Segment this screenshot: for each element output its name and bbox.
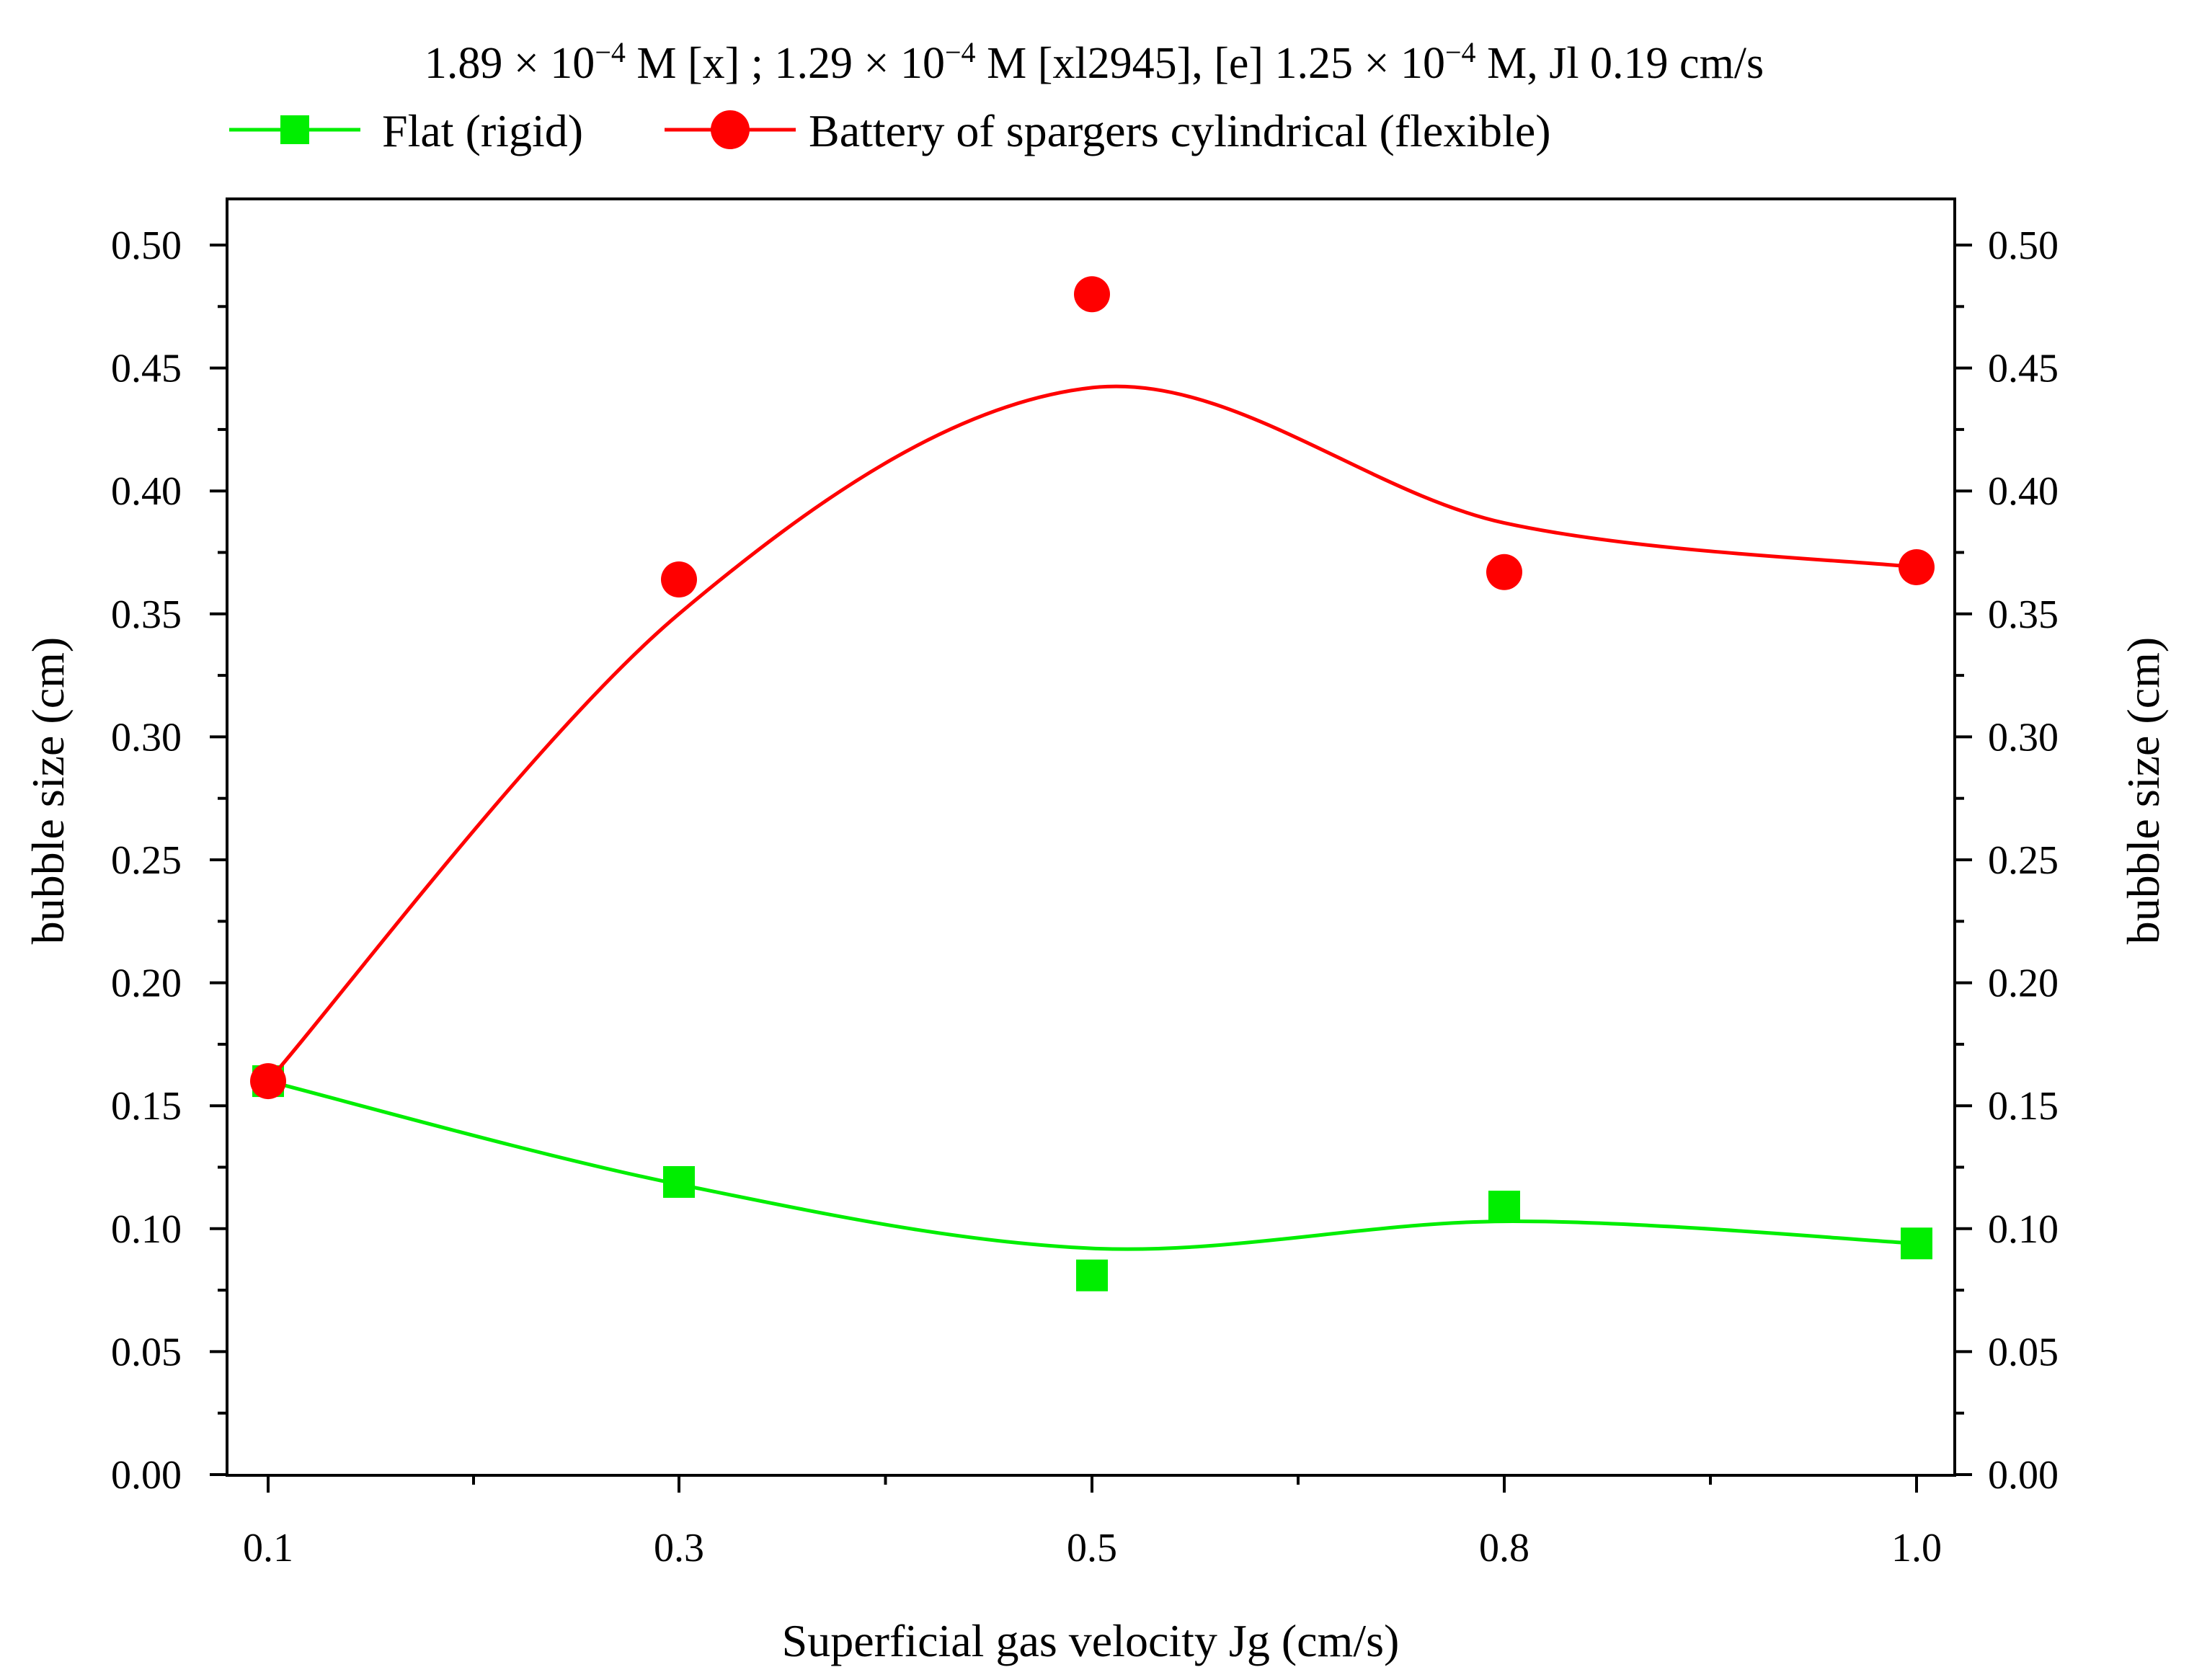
legend-label-flat: Flat (rigid) [382, 105, 583, 156]
point-battery-4 [1899, 548, 1935, 585]
y-tick-label-right-3: 0.15 [1988, 1084, 2059, 1129]
series-flat [252, 1065, 1932, 1292]
y-tick-label-right-6: 0.30 [1988, 715, 2059, 760]
legend-label-battery: Battery of spargers cylindrical (flexibl… [809, 105, 1551, 156]
legend: Flat (rigid) Battery of spargers cylindr… [229, 105, 1551, 156]
y-axis-right: 0.00 0.05 0.10 0.15 0.20 0.25 0.30 0.35 0.40 0.45… [1955, 223, 2059, 1498]
y-tick-label-left-4: 0.20 [111, 961, 182, 1006]
chart-title-part-2: M [x] ; 1.29 × 10 [626, 39, 945, 88]
y-tick-label-left-0: 0.00 [111, 1453, 182, 1498]
series-line-battery [267, 384, 1917, 1083]
y-axis-label-right: bubble size (cm) [2118, 637, 2169, 945]
y-tick-label-right-7: 0.35 [1988, 592, 2059, 637]
series-layer [250, 276, 1935, 1292]
legend-marker-battery [711, 110, 750, 149]
y-tick-label-left-5: 0.25 [111, 838, 182, 883]
y-tick-label-left-6: 0.30 [111, 715, 182, 760]
x-axis-label: Superficial gas velocity Jg (cm/s) [782, 1615, 1400, 1666]
x-tick-label-3: 0.8 [1479, 1526, 1529, 1570]
y-tick-label-right-4: 0.20 [1988, 961, 2059, 1006]
y-tick-label-right-1: 0.05 [1988, 1330, 2059, 1374]
point-battery-3 [1486, 554, 1522, 590]
chart-title-part-5: −4 [1445, 36, 1476, 68]
x-tick-label-2: 0.5 [1067, 1526, 1117, 1570]
y-tick-label-right-5: 0.25 [1988, 838, 2059, 883]
point-battery-0 [250, 1063, 286, 1100]
point-battery-1 [661, 561, 697, 598]
y-tick-label-left-3: 0.15 [111, 1084, 182, 1129]
chart-title: 1.89 × 10−4 M [x] ; 1.29 × 10−4 M [xl294… [425, 36, 1764, 89]
y-axis-label-left: bubble size (cm) [22, 637, 74, 945]
chart-title-part-0: 1.89 × 10 [425, 39, 595, 88]
y-tick-label-right-8: 0.40 [1988, 469, 2059, 514]
y-axis-left: 0.00 0.05 0.10 0.15 0.20 0.25 0.30 0.35 0.40 0.45… [111, 223, 227, 1498]
series-battery [250, 276, 1935, 1100]
y-tick-label-right-2: 0.10 [1988, 1207, 2059, 1252]
x-tick-label-0: 0.1 [243, 1526, 293, 1570]
x-axis: 0.1 0.3 0.5 0.8 1.0 [243, 1475, 1942, 1570]
y-tick-label-right-10: 0.50 [1988, 223, 2059, 268]
chart-title-part-6: M, Jl 0.19 cm/s [1476, 39, 1764, 88]
y-tick-label-left-7: 0.35 [111, 592, 182, 637]
y-tick-label-left-1: 0.05 [111, 1330, 182, 1374]
chart-title-part-4: M [xl2945], [e] 1.25 × 10 [976, 39, 1445, 88]
y-tick-label-left-10: 0.50 [111, 223, 182, 268]
point-flat-1 [663, 1165, 695, 1198]
y-tick-label-right-9: 0.45 [1988, 347, 2059, 391]
y-tick-label-left-8: 0.40 [111, 469, 182, 514]
chart-title-part-3: −4 [945, 36, 976, 68]
y-tick-label-left-2: 0.10 [111, 1207, 182, 1252]
chart-title-part-1: −4 [595, 36, 626, 68]
point-flat-4 [1901, 1227, 1932, 1260]
y-tick-label-left-9: 0.45 [111, 347, 182, 391]
point-battery-2 [1074, 276, 1110, 313]
point-flat-2 [1076, 1259, 1108, 1292]
point-flat-3 [1488, 1191, 1520, 1223]
y-tick-label-right-0: 0.00 [1988, 1453, 2059, 1498]
x-tick-label-4: 1.0 [1891, 1526, 1942, 1570]
legend-marker-flat [280, 115, 309, 144]
series-line-flat [267, 1079, 1917, 1251]
x-tick-label-1: 0.3 [654, 1526, 704, 1570]
